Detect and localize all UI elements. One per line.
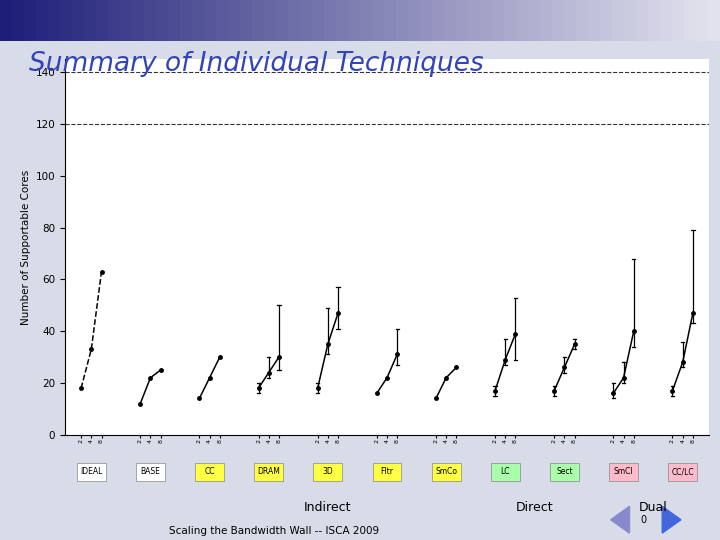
Text: IDEAL: IDEAL bbox=[80, 468, 102, 476]
Bar bbox=[276, 0, 288, 40]
Bar bbox=[540, 0, 552, 40]
Bar bbox=[684, 0, 696, 40]
Bar bbox=[48, 0, 60, 40]
Bar bbox=[552, 0, 564, 40]
Text: Summary of Individual Techniques: Summary of Individual Techniques bbox=[29, 51, 484, 77]
Bar bbox=[96, 0, 108, 40]
Bar bbox=[504, 0, 516, 40]
Bar bbox=[672, 0, 684, 40]
Bar bbox=[408, 0, 420, 40]
Text: SmCI: SmCI bbox=[613, 468, 634, 476]
Bar bbox=[348, 0, 360, 40]
Bar bbox=[516, 0, 528, 40]
Bar bbox=[24, 0, 36, 40]
Bar bbox=[228, 0, 240, 40]
Bar bbox=[300, 0, 312, 40]
Bar bbox=[456, 0, 468, 40]
Bar bbox=[696, 0, 708, 40]
Bar bbox=[72, 0, 84, 40]
Bar bbox=[216, 0, 228, 40]
Bar bbox=[252, 0, 264, 40]
Bar bbox=[708, 0, 720, 40]
Text: Sect: Sect bbox=[556, 468, 572, 476]
Text: Indirect: Indirect bbox=[304, 501, 351, 514]
Text: Direct: Direct bbox=[516, 501, 554, 514]
Bar bbox=[108, 0, 120, 40]
Bar bbox=[36, 0, 48, 40]
Text: DRAM: DRAM bbox=[257, 468, 280, 476]
Bar bbox=[312, 0, 324, 40]
Text: 0: 0 bbox=[640, 515, 647, 525]
Bar bbox=[0, 0, 12, 40]
Bar bbox=[432, 0, 444, 40]
Text: CC: CC bbox=[204, 468, 215, 476]
Bar bbox=[528, 0, 540, 40]
Bar bbox=[396, 0, 408, 40]
Bar bbox=[12, 0, 24, 40]
Text: BASE: BASE bbox=[140, 468, 161, 476]
Bar bbox=[468, 0, 480, 40]
Bar bbox=[168, 0, 180, 40]
Text: Dual: Dual bbox=[639, 501, 667, 514]
Bar bbox=[264, 0, 276, 40]
Bar bbox=[240, 0, 252, 40]
Text: 3D: 3D bbox=[323, 468, 333, 476]
Bar bbox=[372, 0, 384, 40]
Bar bbox=[384, 0, 396, 40]
Y-axis label: Number of Supportable Cores: Number of Supportable Cores bbox=[21, 170, 31, 325]
Bar bbox=[636, 0, 648, 40]
Bar bbox=[576, 0, 588, 40]
Polygon shape bbox=[611, 507, 629, 533]
Bar bbox=[564, 0, 576, 40]
Bar bbox=[624, 0, 636, 40]
Bar bbox=[600, 0, 612, 40]
Bar bbox=[588, 0, 600, 40]
Bar bbox=[324, 0, 336, 40]
Bar bbox=[192, 0, 204, 40]
Bar bbox=[660, 0, 672, 40]
Bar bbox=[648, 0, 660, 40]
Bar bbox=[420, 0, 432, 40]
Bar bbox=[492, 0, 504, 40]
Bar bbox=[480, 0, 492, 40]
Bar bbox=[144, 0, 156, 40]
Bar bbox=[360, 0, 372, 40]
Text: SmCo: SmCo bbox=[435, 468, 457, 476]
Text: Fltr: Fltr bbox=[380, 468, 394, 476]
Bar bbox=[120, 0, 132, 40]
Polygon shape bbox=[662, 507, 681, 533]
Bar bbox=[180, 0, 192, 40]
Bar bbox=[132, 0, 144, 40]
Bar bbox=[156, 0, 168, 40]
Bar bbox=[336, 0, 348, 40]
Bar bbox=[444, 0, 456, 40]
Bar bbox=[288, 0, 300, 40]
Bar bbox=[60, 0, 72, 40]
Text: Scaling the Bandwidth Wall -- ISCA 2009: Scaling the Bandwidth Wall -- ISCA 2009 bbox=[168, 525, 379, 536]
Bar bbox=[612, 0, 624, 40]
Bar bbox=[204, 0, 216, 40]
Bar bbox=[84, 0, 96, 40]
Text: CC/LC: CC/LC bbox=[671, 468, 694, 476]
Text: LC: LC bbox=[500, 468, 510, 476]
